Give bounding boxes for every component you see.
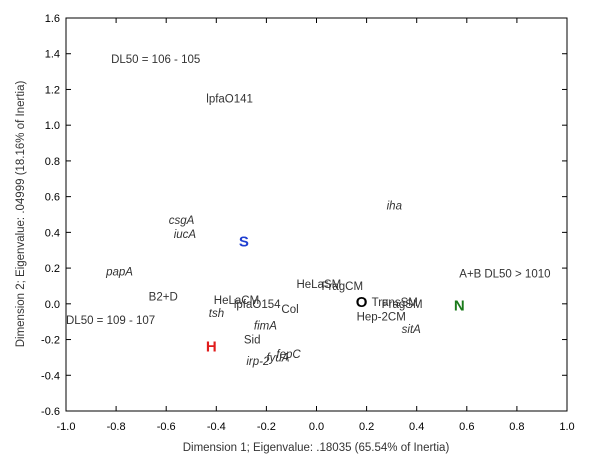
group-label: S xyxy=(239,233,249,250)
point-label: A+B xyxy=(459,268,481,280)
x-tick-label: -0.8 xyxy=(107,421,126,433)
plot-frame xyxy=(65,17,568,412)
point-label: Sid xyxy=(244,335,261,347)
x-axis: -1.0 -0.8 -0.6 -0.4 -0.2 0.0 0.2 0.4 0.6 0.8 1.0 xyxy=(57,18,575,433)
point-label: Hep-2CM xyxy=(357,311,406,323)
x-tick-label: -0.2 xyxy=(257,421,276,433)
y-tick-label: 0.6 xyxy=(45,192,60,204)
x-tick-label: 0.8 xyxy=(509,421,524,433)
group-labels: S H O N xyxy=(206,233,465,355)
y-tick-label: -0.2 xyxy=(41,335,60,347)
x-tick-label: -1.0 xyxy=(57,421,76,433)
x-tick-label: 0.0 xyxy=(309,421,324,433)
point-label: HeLaCM xyxy=(214,295,259,307)
y-tick-label: 0.2 xyxy=(45,263,60,275)
x-tick-label: 0.2 xyxy=(359,421,374,433)
point-label: Col xyxy=(281,304,298,316)
y-tick-label: 1.2 xyxy=(45,84,60,96)
y-tick-label: 1.0 xyxy=(45,120,60,132)
group-label: H xyxy=(206,339,217,356)
y-tick-label: -0.4 xyxy=(41,370,60,382)
point-label: csgA xyxy=(169,215,195,227)
point-label: irp-2 xyxy=(246,356,270,368)
y-axis-title: Dimension 2; Eigenvalue: .04999 (18.16% … xyxy=(15,81,27,348)
x-tick-label: 1.0 xyxy=(559,421,574,433)
point-label: DL50 = 106 - 105 xyxy=(111,54,200,66)
point-label: fyuA xyxy=(266,352,289,364)
point-label: FragSM xyxy=(382,299,423,311)
point-label: iha xyxy=(387,201,402,213)
x-tick-label: 0.6 xyxy=(459,421,474,433)
y-tick-label: 1.6 xyxy=(45,13,60,25)
point-label: TransSM xyxy=(372,297,418,309)
y-tick-label: 1.4 xyxy=(45,49,60,61)
group-label: O xyxy=(356,294,368,311)
x-axis-title: Dimension 1; Eigenvalue: .18035 (65.54% … xyxy=(183,442,450,454)
x-tick-label: -0.6 xyxy=(157,421,176,433)
point-label: HeLaSM xyxy=(296,279,341,291)
point-label: DL50 = 109 - 107 xyxy=(66,315,155,327)
point-label: tsh xyxy=(209,308,224,320)
point-label: DL50 > 1010 xyxy=(484,268,550,280)
point-label: lpfaO154 xyxy=(234,299,281,311)
point-label: FragCM xyxy=(322,281,364,293)
group-label: N xyxy=(454,298,465,315)
y-tick-label: 0.8 xyxy=(45,156,60,168)
y-tick-label: 0.4 xyxy=(45,227,60,239)
point-label: papA xyxy=(105,267,133,279)
x-tick-label: -0.4 xyxy=(207,421,226,433)
y-tick-label: -0.6 xyxy=(41,406,60,418)
y-tick-label: 0.0 xyxy=(45,299,60,311)
point-label: fepC xyxy=(276,349,301,361)
point-label: B2+D xyxy=(149,292,178,304)
point-label: lpfaO141 xyxy=(206,93,253,105)
point-label: iucA xyxy=(174,229,197,241)
x-tick-label: 0.4 xyxy=(409,421,424,433)
point-label: sitA xyxy=(402,324,422,336)
y-axis: -0.6 -0.4 -0.2 0.0 0.2 0.4 0.6 0.8 1.0 1.2 1.4 1.6 xyxy=(41,13,567,418)
point-label: fimA xyxy=(254,320,277,332)
point-labels: DL50 = 106 - 105 lpfaO141 iha csgA iucA papA A… xyxy=(66,54,551,368)
